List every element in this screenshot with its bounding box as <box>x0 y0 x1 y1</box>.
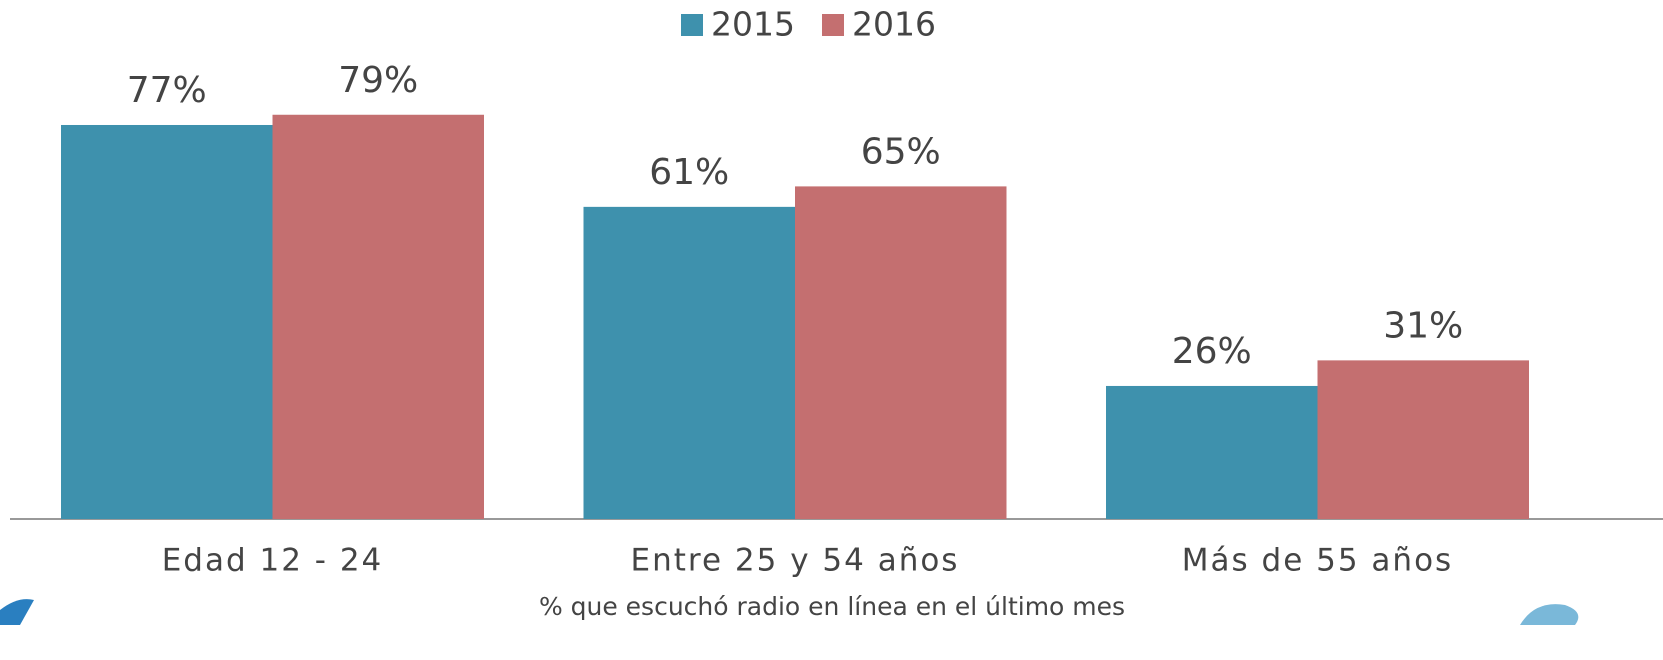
legend-label: 2016 <box>852 5 936 44</box>
data-label: 31% <box>1383 305 1463 346</box>
data-label: 79% <box>338 60 418 101</box>
axis-title: % que escuchó radio en línea en el últim… <box>539 592 1125 621</box>
bar <box>272 114 484 519</box>
bar <box>1317 360 1529 519</box>
x-tick-label: Más de 55 años <box>1182 543 1453 579</box>
data-label: 65% <box>861 131 941 172</box>
logo-left <box>0 599 34 625</box>
data-label: 61% <box>649 152 729 193</box>
x-tick-label: Entre 25 y 54 años <box>631 543 960 579</box>
data-label: 77% <box>127 70 207 111</box>
legend-swatch <box>681 14 703 36</box>
bar <box>583 206 795 519</box>
data-label: 26% <box>1172 331 1252 372</box>
x-tick-label: Edad 12 - 24 <box>162 543 384 579</box>
bar <box>1106 385 1318 519</box>
logo-right <box>1520 604 1579 625</box>
bar <box>795 186 1007 519</box>
legend-swatch <box>822 14 844 36</box>
legend-label: 2015 <box>711 5 795 44</box>
bar <box>61 124 273 519</box>
